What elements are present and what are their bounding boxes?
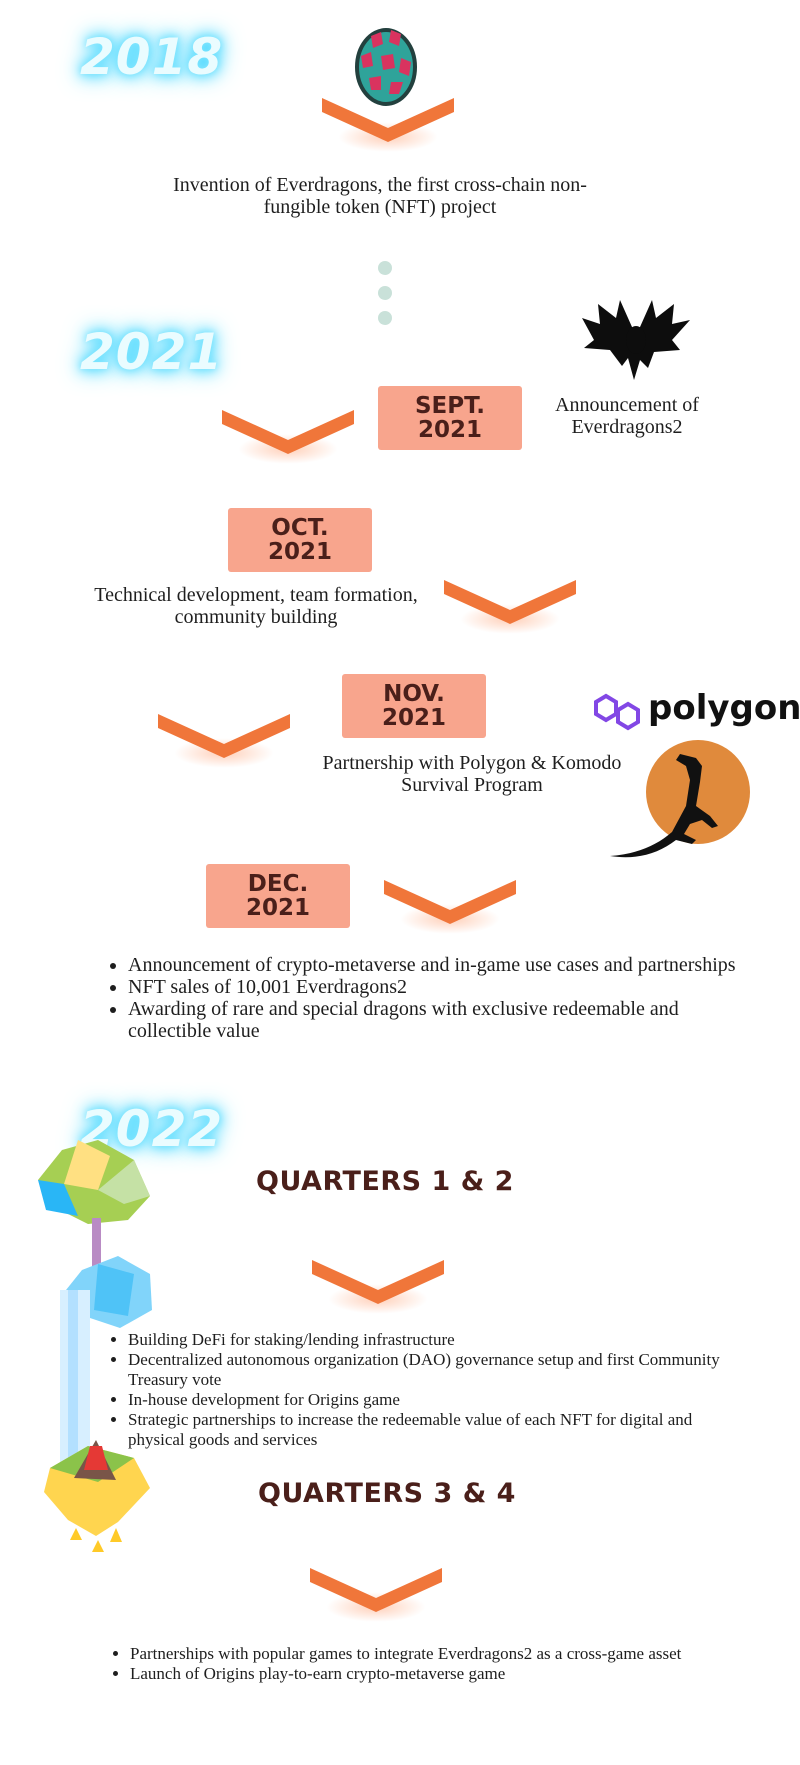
- list-item: Announcement of crypto-metaverse and in-…: [128, 954, 748, 976]
- list-item: NFT sales of 10,001 Everdragons2: [128, 976, 748, 998]
- heading-quarters-1-2: QUARTERS 1 & 2: [256, 1166, 514, 1197]
- dragon-egg-icon: [353, 22, 419, 106]
- timeline-dot: [378, 286, 392, 300]
- quarters-3-4-list: Partnerships with popular games to integ…: [106, 1644, 710, 1684]
- chevron-down-icon: [384, 874, 516, 934]
- timeline-dot: [378, 311, 392, 325]
- list-item: In-house development for Origins game: [128, 1390, 728, 1410]
- caption-sept-2021: Announcement of Everdragons2: [555, 394, 699, 438]
- list-item: Launch of Origins play-to-earn crypto-me…: [130, 1664, 710, 1684]
- list-item: Strategic partnerships to increase the r…: [128, 1410, 728, 1450]
- date-badge-dec-2021: DEC. 2021: [206, 864, 350, 928]
- list-item: Partnerships with popular games to integ…: [130, 1644, 710, 1664]
- date-label: SEPT. 2021: [414, 393, 486, 443]
- chevron-down-icon: [222, 404, 354, 464]
- list-item: Building DeFi for staking/lending infras…: [128, 1330, 728, 1350]
- komodo-logo-icon: [606, 736, 754, 862]
- quarters-1-2-list: Building DeFi for staking/lending infras…: [104, 1330, 728, 1450]
- heading-quarters-3-4: QUARTERS 3 & 4: [258, 1478, 516, 1509]
- date-badge-sept-2021: SEPT. 2021: [378, 386, 522, 450]
- dragon-silhouette-icon: [580, 296, 692, 382]
- timeline-dot: [378, 261, 392, 275]
- date-label: NOV. 2021: [381, 681, 446, 731]
- caption-nov-2021: Partnership with Polygon & Komodo Surviv…: [322, 752, 622, 796]
- chevron-down-icon: [322, 92, 454, 152]
- chevron-down-icon: [310, 1562, 442, 1622]
- chevron-down-icon: [312, 1254, 444, 1314]
- year-2018: 2018: [80, 28, 224, 86]
- list-item: Awarding of rare and special dragons wit…: [128, 998, 748, 1042]
- date-badge-nov-2021: NOV. 2021: [342, 674, 486, 738]
- date-badge-oct-2021: OCT. 2021: [228, 508, 372, 572]
- caption-2018: Invention of Everdragons, the first cros…: [173, 174, 587, 218]
- chevron-down-icon: [444, 574, 576, 634]
- polygon-wordmark: polygon: [648, 688, 800, 728]
- polygon-logo-icon: [592, 692, 644, 732]
- floating-island-illustration: [38, 1140, 158, 1560]
- caption-oct-2021: Technical development, team formation, c…: [94, 584, 418, 628]
- dec-2021-list: Announcement of crypto-metaverse and in-…: [104, 954, 748, 1042]
- date-label: OCT. 2021: [267, 515, 332, 565]
- list-item: Decentralized autonomous organization (D…: [128, 1350, 728, 1390]
- date-label: DEC. 2021: [245, 871, 310, 921]
- chevron-down-icon: [158, 708, 290, 768]
- year-2021: 2021: [80, 323, 224, 381]
